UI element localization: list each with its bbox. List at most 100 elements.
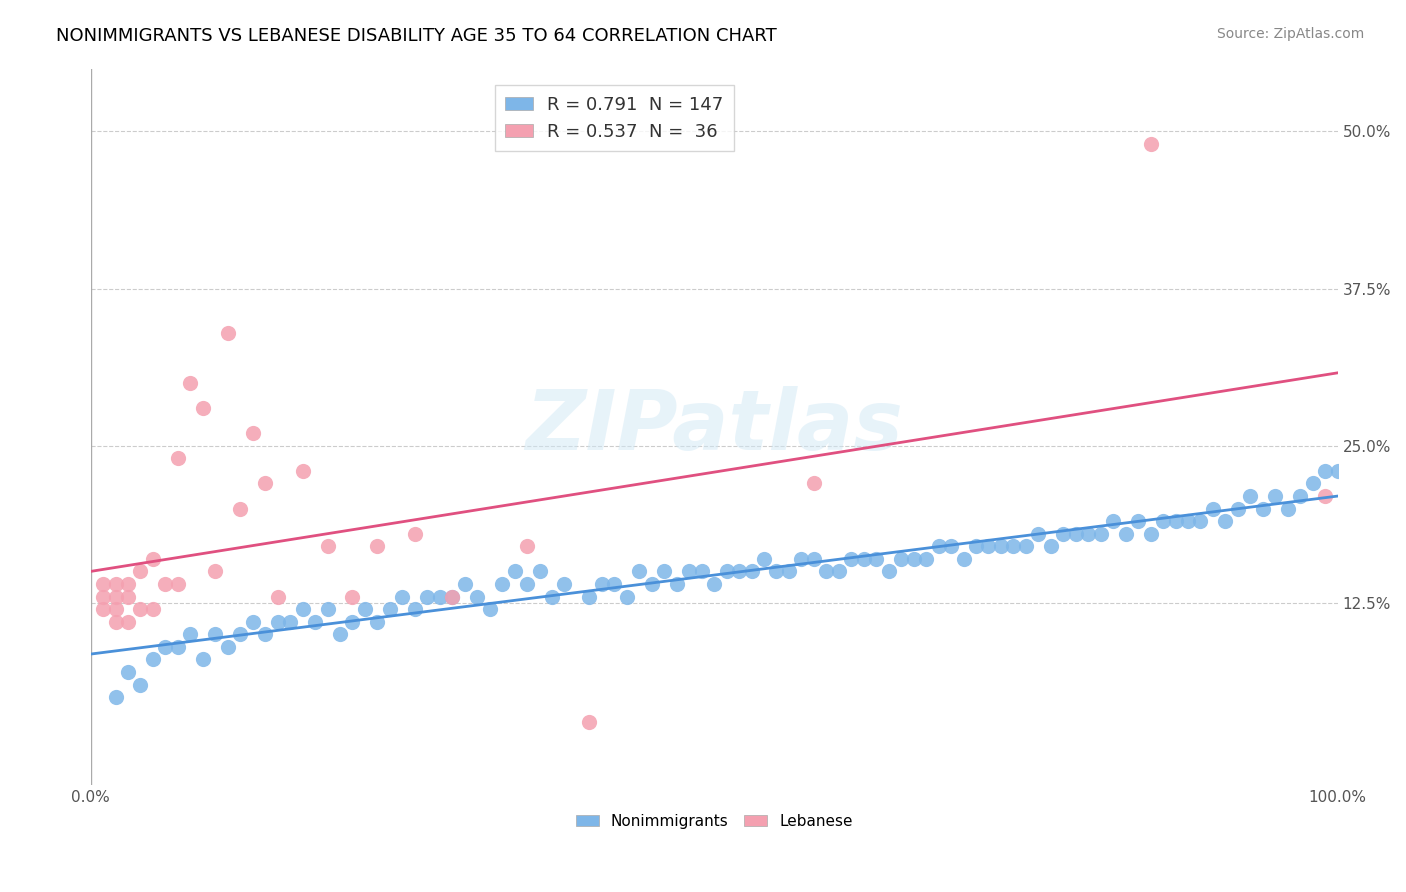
Point (104, 690, 127, 704)
Point (1126, 514, 1149, 528)
Point (578, 715, 600, 730)
Point (416, 590, 439, 604)
Point (404, 602, 426, 616)
Point (316, 539, 339, 553)
Point (291, 464, 314, 478)
Point (778, 565, 800, 579)
Point (167, 640, 190, 654)
Point (803, 551, 825, 566)
Point (117, 590, 139, 604)
Point (990, 539, 1012, 553)
Point (104, 590, 127, 604)
Point (928, 539, 950, 553)
Point (741, 565, 763, 579)
Point (765, 565, 787, 579)
Point (641, 577, 664, 591)
Point (217, 640, 239, 654)
Point (142, 602, 165, 616)
Point (1189, 514, 1212, 528)
Point (578, 590, 600, 604)
Point (291, 602, 314, 616)
Point (167, 577, 190, 591)
Point (191, 401, 214, 415)
Point (129, 677, 152, 691)
Point (316, 602, 339, 616)
Point (342, 590, 364, 604)
Point (142, 652, 165, 666)
Point (516, 539, 538, 553)
Point (652, 565, 675, 579)
Point (1302, 476, 1324, 491)
Legend: Nonimmigrants, Lebanese: Nonimmigrants, Lebanese (569, 807, 859, 835)
Point (1315, 489, 1337, 503)
Point (1226, 501, 1249, 516)
Point (678, 565, 700, 579)
Point (342, 615, 364, 629)
Point (1164, 514, 1187, 528)
Point (404, 526, 426, 541)
Point (977, 539, 1000, 553)
Point (242, 426, 264, 441)
Point (191, 652, 214, 666)
Point (553, 577, 575, 591)
Point (91, 577, 114, 591)
Point (1052, 526, 1074, 541)
Point (503, 565, 526, 579)
Point (117, 665, 139, 679)
Point (465, 590, 488, 604)
Point (142, 551, 165, 566)
Point (1215, 514, 1237, 528)
Point (1115, 526, 1137, 541)
Point (266, 590, 288, 604)
Point (516, 577, 538, 591)
Point (366, 539, 388, 553)
Point (1177, 514, 1199, 528)
Text: NONIMMIGRANTS VS LEBANESE DISABILITY AGE 35 TO 64 CORRELATION CHART: NONIMMIGRANTS VS LEBANESE DISABILITY AGE… (56, 27, 778, 45)
Point (939, 539, 962, 553)
Point (1326, 464, 1348, 478)
Point (204, 565, 226, 579)
Point (104, 615, 127, 629)
Point (104, 602, 127, 616)
Point (1139, 526, 1161, 541)
Point (278, 615, 301, 629)
Point (242, 615, 264, 629)
Point (703, 577, 725, 591)
Point (790, 551, 813, 566)
Point (117, 615, 139, 629)
Point (329, 627, 352, 641)
Point (616, 590, 638, 604)
Point (839, 551, 862, 566)
Point (266, 615, 288, 629)
Point (690, 565, 713, 579)
Point (1202, 501, 1225, 516)
Point (1277, 501, 1299, 516)
Point (1090, 526, 1112, 541)
Point (229, 501, 252, 516)
Point (1002, 539, 1025, 553)
Point (1102, 514, 1125, 528)
Point (179, 376, 201, 390)
Point (254, 476, 277, 491)
Point (391, 590, 413, 604)
Point (179, 627, 201, 641)
Point (1239, 489, 1261, 503)
Point (1289, 489, 1312, 503)
Point (117, 577, 139, 591)
Point (491, 577, 513, 591)
Point (304, 615, 326, 629)
Point (1139, 136, 1161, 151)
Point (1264, 489, 1286, 503)
Point (91, 590, 114, 604)
Point (890, 551, 912, 566)
Point (229, 627, 252, 641)
Point (366, 615, 388, 629)
Point (877, 565, 900, 579)
Point (815, 565, 838, 579)
Point (478, 602, 501, 616)
Point (965, 539, 987, 553)
Point (454, 577, 477, 591)
Point (204, 627, 226, 641)
Point (529, 565, 551, 579)
Point (1039, 539, 1062, 553)
